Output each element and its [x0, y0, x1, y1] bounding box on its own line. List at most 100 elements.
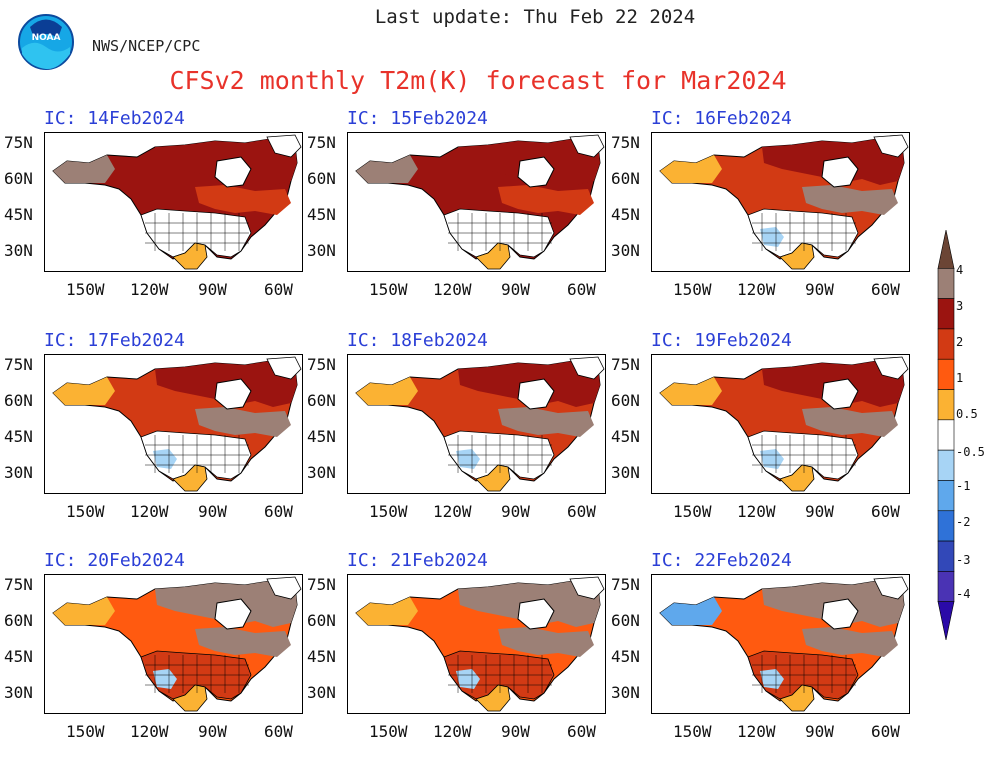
alaska-anomaly	[660, 155, 722, 183]
colorbar-swatch	[937, 449, 955, 481]
eastern-canada-anomaly	[802, 407, 898, 437]
colorbar-swatch	[937, 601, 955, 640]
colorbar-swatch	[937, 328, 955, 360]
noaa-logo-icon: NOAA	[18, 14, 74, 70]
greenland	[266, 576, 302, 600]
hudson-bay	[517, 378, 555, 410]
forecast-map	[44, 354, 303, 494]
panel-ic-date: IC: 20Feb2024	[44, 550, 185, 571]
longitude-tick-label: 60W	[871, 722, 900, 741]
colorbar-tick-label: -4	[956, 587, 971, 601]
latitude-tick-label: 60N	[4, 611, 33, 630]
greenland	[569, 356, 605, 380]
latitude-tick-label: 45N	[307, 647, 336, 666]
longitude-tick-label: 120W	[433, 280, 472, 299]
eastern-canada-anomaly	[498, 407, 594, 437]
latitude-tick-label: 75N	[611, 355, 640, 374]
colorbar-swatch	[937, 571, 955, 602]
colorbar-swatch	[937, 268, 955, 299]
latitude-tick-label: 60N	[611, 611, 640, 630]
colorbar-swatch	[937, 419, 955, 451]
latitude-tick-label: 45N	[307, 205, 336, 224]
alaska-anomaly	[356, 155, 418, 183]
eastern-canada-anomaly	[195, 185, 291, 215]
latitude-tick-label: 75N	[307, 355, 336, 374]
longitude-tick-label: 60W	[871, 280, 900, 299]
eastern-canada-anomaly	[802, 185, 898, 215]
longitude-tick-label: 90W	[198, 280, 227, 299]
forecast-map	[44, 574, 303, 714]
colorbar-tick-label: 4	[956, 263, 964, 277]
longitude-tick-label: 150W	[673, 722, 712, 741]
alaska-anomaly	[660, 597, 722, 625]
latitude-tick-label: 75N	[4, 575, 33, 594]
greenland	[873, 356, 909, 380]
forecast-map	[347, 354, 606, 494]
eastern-canada-anomaly	[195, 627, 291, 657]
forecast-panel: IC: 14Feb2024 75N 60N 45N 30N 150W 120W 90W 60W	[4, 108, 345, 330]
longitude-tick-label: 120W	[130, 280, 169, 299]
southwest-anomaly	[760, 669, 784, 689]
hudson-bay	[214, 156, 252, 188]
latitude-tick-label: 30N	[307, 241, 336, 260]
forecast-map	[651, 354, 910, 494]
forecast-panel: IC: 17Feb2024 75N 60N 45N 30N 150W 120W 90W 60W	[4, 330, 345, 552]
latitude-tick-label: 60N	[611, 391, 640, 410]
longitude-tick-label: 150W	[673, 502, 712, 521]
latitude-tick-label: 30N	[4, 683, 33, 702]
mexico	[475, 242, 511, 270]
noaa-logo-text: NOAA	[32, 33, 61, 43]
longitude-tick-label: 120W	[737, 280, 776, 299]
latitude-tick-label: 45N	[611, 427, 640, 446]
latitude-tick-label: 30N	[307, 463, 336, 482]
colorbar-strip	[937, 230, 955, 640]
longitude-tick-label: 150W	[673, 280, 712, 299]
state-boundaries	[752, 655, 856, 693]
latitude-tick-label: 30N	[307, 683, 336, 702]
latitude-tick-label: 30N	[4, 241, 33, 260]
longitude-tick-label: 120W	[433, 722, 472, 741]
colorbar-swatch	[937, 480, 955, 512]
agency-label: NWS/NCEP/CPC	[92, 37, 201, 55]
longitude-tick-label: 120W	[130, 722, 169, 741]
latitude-tick-label: 60N	[307, 169, 336, 188]
southwest-anomaly	[760, 227, 784, 247]
latitude-tick-label: 45N	[611, 647, 640, 666]
colorbar-tick-label: -2	[956, 515, 971, 529]
southwest-anomaly	[153, 669, 177, 689]
southwest-anomaly	[456, 669, 480, 689]
greenland	[873, 134, 909, 158]
hudson-bay	[517, 156, 555, 188]
longitude-tick-label: 150W	[369, 502, 408, 521]
panel-ic-date: IC: 21Feb2024	[347, 550, 488, 571]
longitude-tick-label: 60W	[567, 502, 596, 521]
forecast-map	[44, 132, 303, 272]
mexico	[475, 464, 511, 492]
mexico	[779, 684, 815, 712]
eastern-canada-anomaly	[195, 407, 291, 437]
last-update-text: Last update: Thu Feb 22 2024	[374, 6, 696, 28]
longitude-tick-label: 120W	[130, 502, 169, 521]
forecast-panel: IC: 19Feb2024 75N 60N 45N 30N 150W 120W 90W 60W	[611, 330, 952, 552]
latitude-tick-label: 75N	[307, 133, 336, 152]
longitude-tick-label: 60W	[567, 280, 596, 299]
latitude-tick-label: 75N	[307, 575, 336, 594]
latitude-tick-label: 60N	[4, 169, 33, 188]
colorbar-swatch	[937, 298, 955, 330]
eastern-canada-anomaly	[498, 185, 594, 215]
southwest-anomaly	[456, 449, 480, 469]
hudson-bay	[821, 156, 859, 188]
colorbar-tick-label: 2	[956, 335, 964, 349]
alaska-anomaly	[356, 597, 418, 625]
longitude-tick-label: 90W	[198, 502, 227, 521]
eastern-canada-anomaly	[498, 627, 594, 657]
latitude-tick-label: 30N	[611, 463, 640, 482]
colorbar-legend: 4 3 2 1 0.5 -0.5 -1 -2 -3 -4	[934, 230, 1000, 640]
latitude-tick-label: 45N	[611, 205, 640, 224]
state-boundaries	[448, 655, 552, 693]
state-boundaries	[145, 435, 249, 473]
hudson-bay	[821, 598, 859, 630]
longitude-tick-label: 150W	[66, 502, 105, 521]
alaska-anomaly	[53, 597, 115, 625]
forecast-map	[347, 132, 606, 272]
